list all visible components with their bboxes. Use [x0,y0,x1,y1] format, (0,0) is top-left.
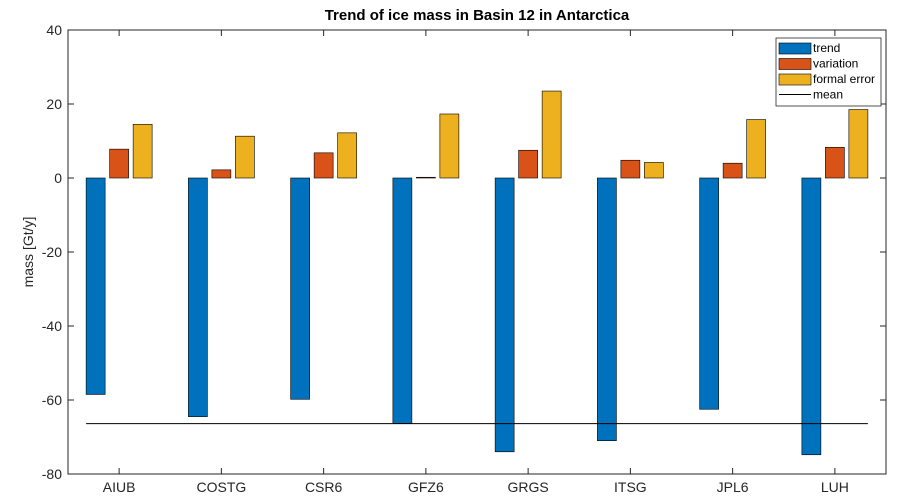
bar-formal-error-luh [848,109,869,179]
x-tick-label: CSR6 [305,479,343,495]
legend-swatch-trend [778,42,812,55]
y-axis-label: mass [Gt/y] [20,217,36,288]
bar-trend-csr6 [290,177,310,400]
bar-trend-gfz6 [392,177,413,424]
bar-variation-jpl6 [722,162,743,179]
legend-swatch-variation [778,58,812,70]
y-tick-label: -80 [42,466,62,482]
bar-variation-aiub [109,148,129,179]
y-tick-label: -20 [42,244,62,260]
y-tick-label: 0 [54,170,62,186]
y-tick-label: -60 [42,392,62,408]
legend-label-mean: mean [813,88,843,102]
bar-trend-grgs [494,177,515,453]
bar-variation-csr6 [313,152,334,179]
bar-trend-aiub [85,177,106,395]
x-axis-ticks: AIUB COSTG CSR6 GFZ6 GRGS ITSG JPL6 LUH [103,30,849,495]
y-tick-label: 20 [46,96,62,112]
legend-label-variation: variation [813,57,858,71]
bar-formal-error-itsg [644,162,664,179]
bar-formal-error-jpl6 [746,119,766,179]
bar-trend-luh [801,177,822,456]
bar-trend-jpl6 [699,177,719,410]
bar-trend-costg [188,177,208,417]
bar-variation-itsg [620,159,641,179]
y-tick-label: 40 [46,22,62,38]
x-tick-label: COSTG [196,479,246,495]
bar-variation-luh [825,146,845,179]
x-tick-label: JPL6 [717,479,749,495]
x-tick-label: LUH [821,479,849,495]
legend-label-formal-error: formal error [813,72,875,86]
bar-trend-itsg [597,177,617,442]
bar-formal-error-csr6 [337,132,357,179]
legend-label-trend: trend [813,41,840,55]
legend-swatch-formal-error [778,73,812,86]
bar-formal-error-aiub [132,124,153,179]
chart-title: Trend of ice mass in Basin 12 in Antarct… [325,7,630,24]
x-tick-label: GFZ6 [408,479,444,495]
y-axis-ticks: -80 -60 -40 -20 0 20 40 [42,22,886,482]
x-tick-label: GRGS [508,479,549,495]
y-tick-label: -40 [42,318,62,334]
bar-variation-costg [211,169,232,179]
x-tick-label: ITSG [614,479,647,495]
bars-group [85,90,869,456]
bar-formal-error-costg [235,135,255,179]
bar-formal-error-grgs [541,90,562,179]
bar-variation-gfz6 [416,176,436,179]
x-tick-label: AIUB [103,479,136,495]
bar-formal-error-gfz6 [439,113,460,179]
bar-variation-grgs [518,149,538,179]
